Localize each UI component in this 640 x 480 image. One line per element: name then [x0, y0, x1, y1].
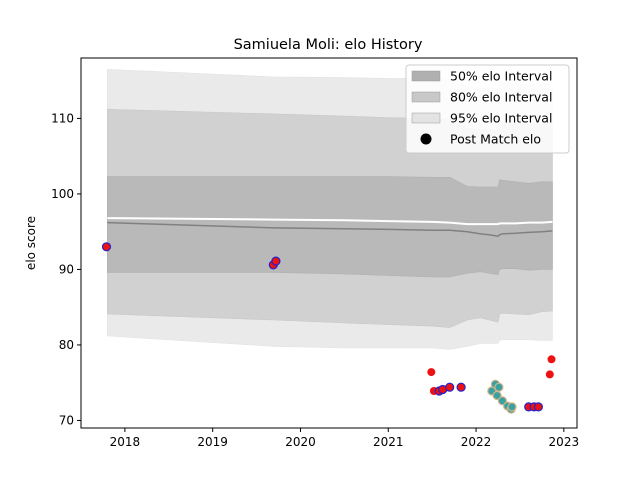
- x-axis-ticks: 2018 2019 2020 2021 2022 2023: [110, 428, 579, 449]
- y-axis-label: elo score: [24, 216, 38, 270]
- post-match-elo-point: [494, 382, 504, 392]
- post-match-elo-point: [456, 382, 466, 392]
- band-50-interval: [107, 176, 553, 278]
- mean-elo-line: [107, 217, 553, 226]
- chart-title: Samiuela Moli: elo History: [234, 37, 423, 53]
- legend-swatch: [411, 112, 441, 124]
- legend-swatch: [411, 70, 441, 82]
- plot-frame: [80, 57, 578, 429]
- y-tick-label: 70: [59, 413, 74, 427]
- post-match-elo-point: [533, 402, 544, 412]
- post-match-elo-point: [545, 370, 554, 379]
- x-tick-label: 2021: [373, 435, 404, 449]
- post-match-elo-point: [445, 382, 455, 392]
- legend-label: 50% elo Interval: [450, 69, 552, 84]
- legend-marker: [420, 133, 432, 145]
- y-axis-ticks: 70 80 90 100 110: [51, 111, 81, 427]
- legend-label: Post Match elo: [450, 132, 541, 147]
- median-elo-line: [107, 221, 553, 237]
- y-tick-label: 110: [51, 111, 74, 125]
- legend: 50% elo Interval 80% elo Interval 95% elo …: [405, 64, 570, 154]
- post-match-elo-point: [427, 368, 436, 377]
- post-match-points: [101, 242, 556, 414]
- x-tick-label: 2022: [461, 435, 492, 449]
- post-match-elo-point: [271, 256, 281, 266]
- x-tick-label: 2019: [197, 435, 228, 449]
- post-match-elo-point: [492, 390, 502, 401]
- x-tick-label: 2023: [549, 435, 580, 449]
- legend-swatch: [411, 91, 441, 103]
- post-match-elo-point: [547, 355, 556, 364]
- legend-label: 95% elo Interval: [450, 111, 552, 126]
- x-tick-label: 2018: [110, 435, 141, 449]
- post-match-elo-point: [507, 402, 517, 412]
- legend-box: [405, 64, 570, 154]
- y-tick-label: 80: [59, 338, 74, 352]
- y-tick-label: 90: [59, 262, 74, 276]
- x-tick-label: 2020: [285, 435, 316, 449]
- legend-label: 80% elo Interval: [450, 90, 552, 105]
- y-tick-label: 100: [51, 187, 74, 201]
- trend-lines: [107, 217, 553, 237]
- post-match-elo-point: [101, 242, 112, 252]
